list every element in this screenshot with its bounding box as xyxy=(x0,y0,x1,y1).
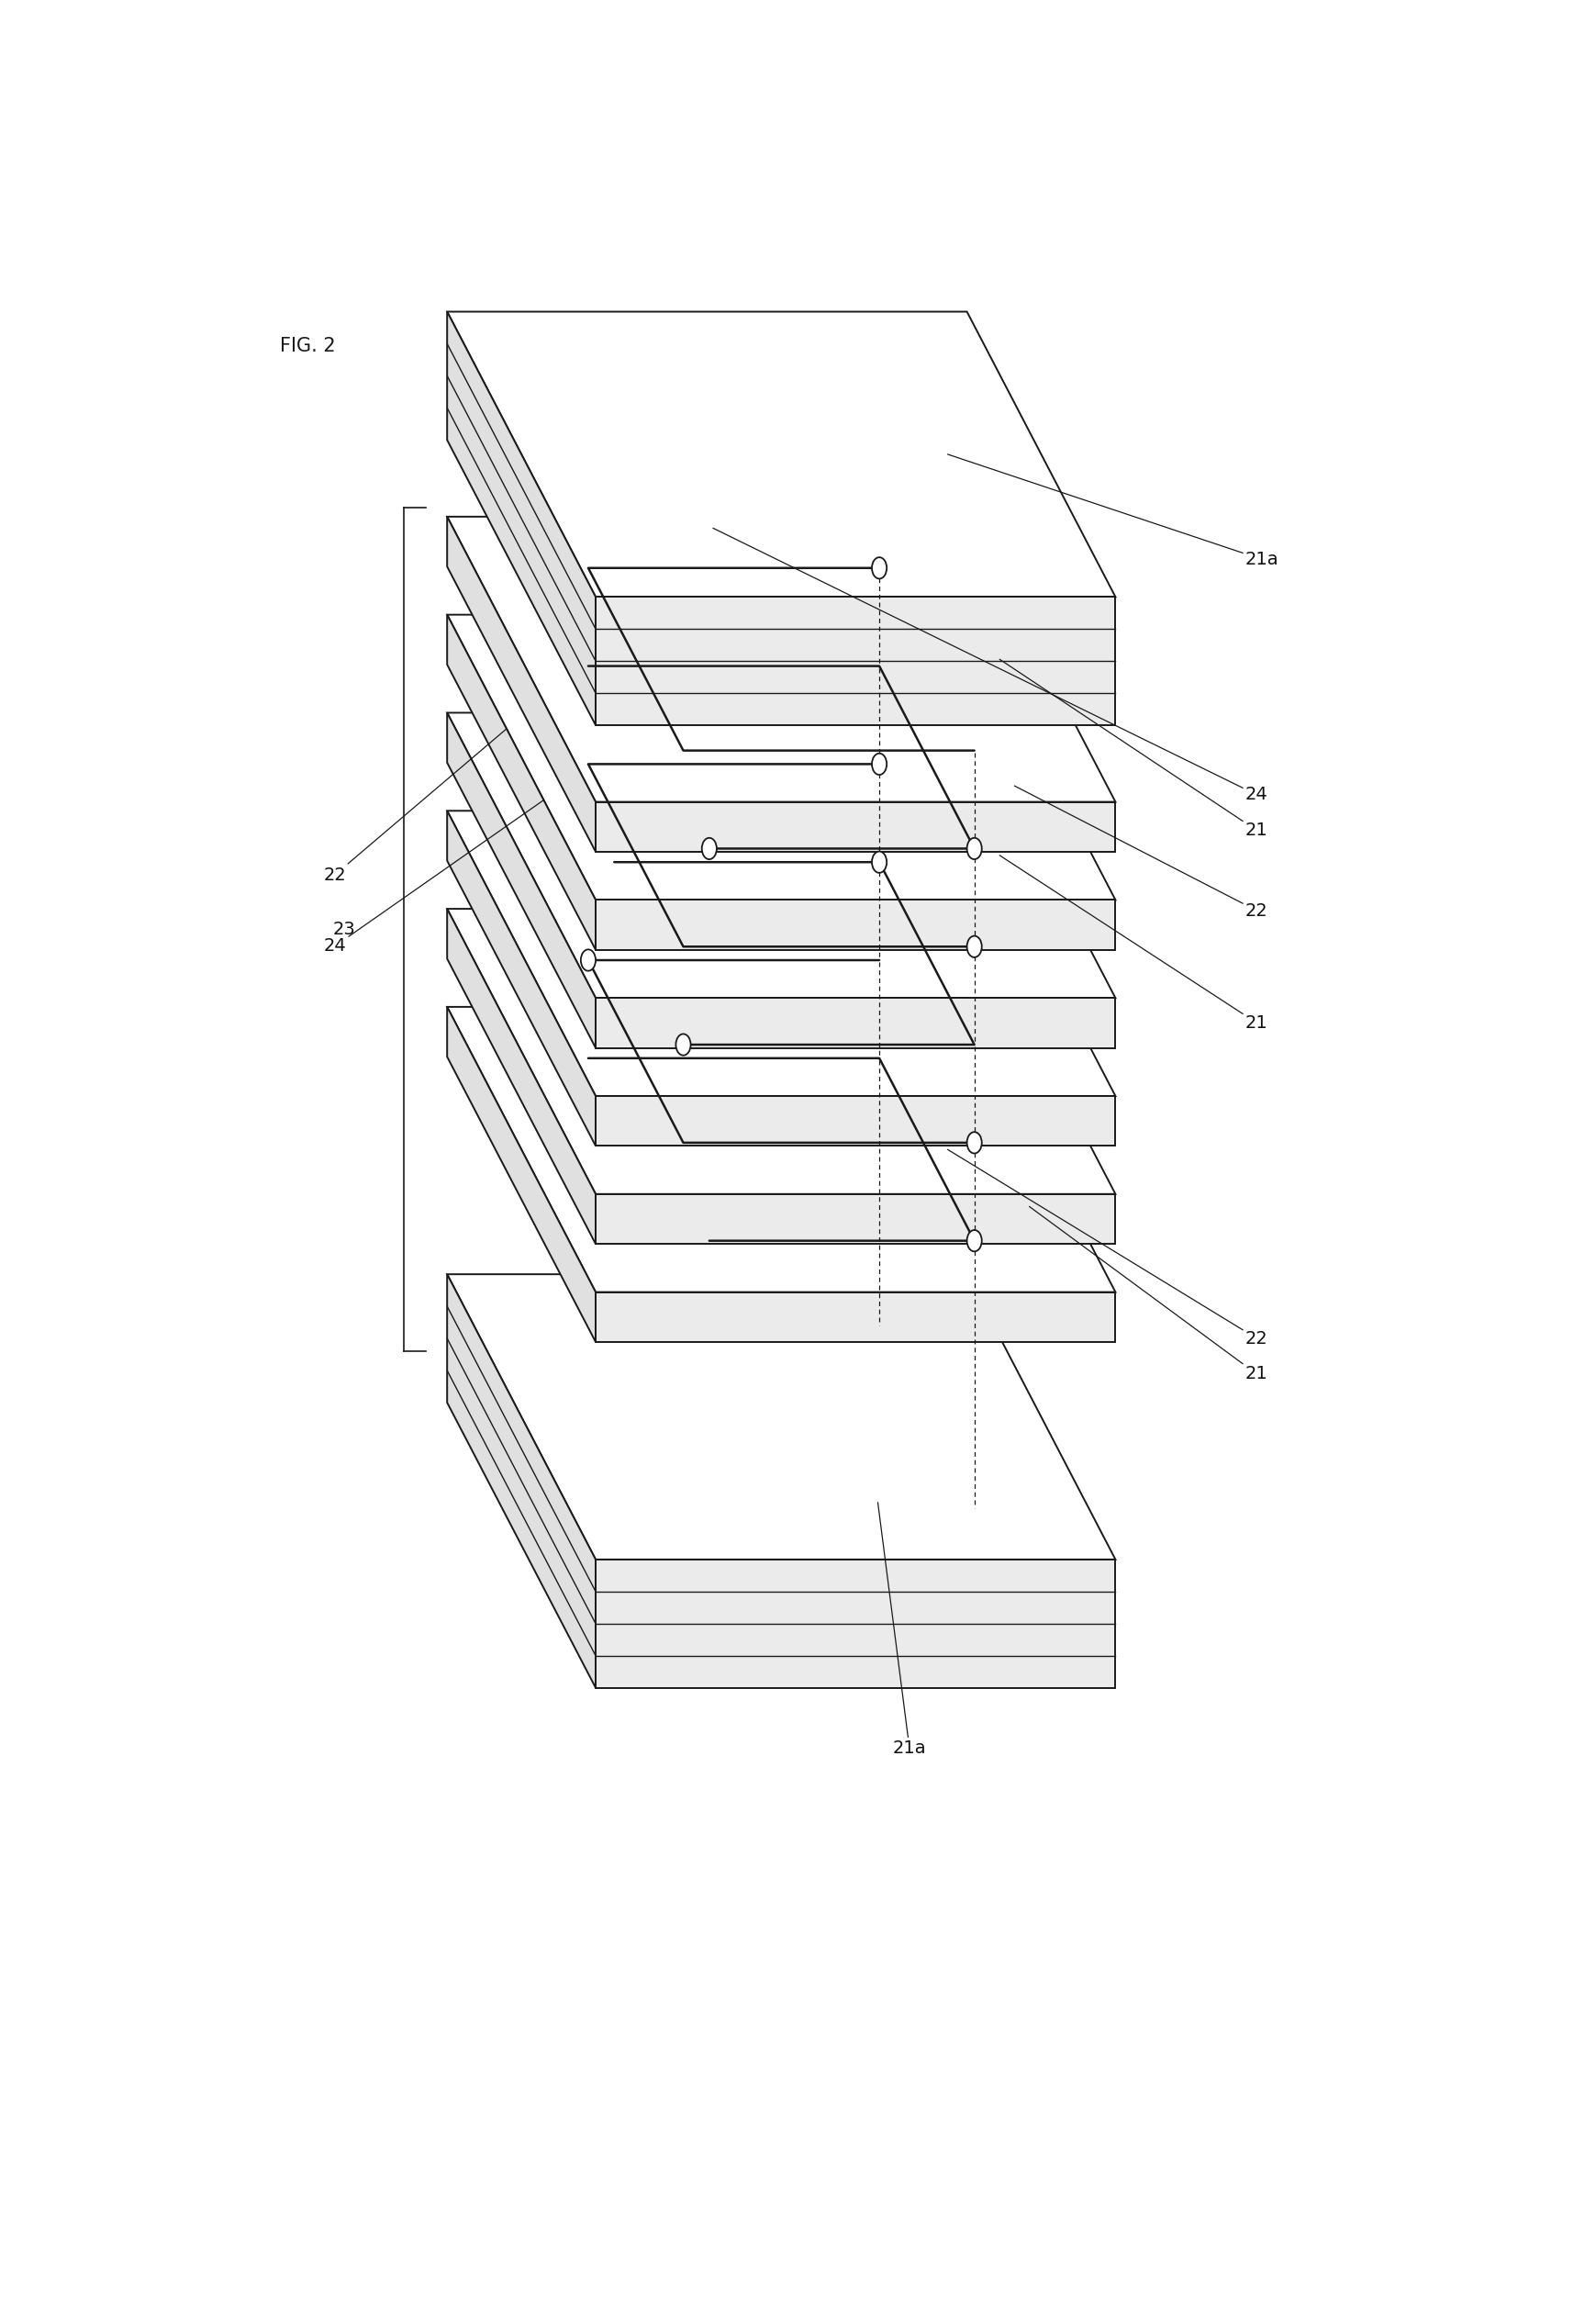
Polygon shape xyxy=(447,1273,595,1688)
Circle shape xyxy=(675,1035,691,1056)
Polygon shape xyxy=(447,616,595,949)
Circle shape xyxy=(581,949,595,970)
Text: 24: 24 xyxy=(322,801,543,956)
Polygon shape xyxy=(447,713,1114,998)
Polygon shape xyxy=(595,801,1114,852)
Polygon shape xyxy=(447,313,595,725)
Polygon shape xyxy=(595,1292,1114,1343)
Polygon shape xyxy=(447,910,1114,1195)
Polygon shape xyxy=(447,1007,1114,1292)
Polygon shape xyxy=(447,713,595,1049)
Polygon shape xyxy=(447,810,1114,1095)
Circle shape xyxy=(871,558,886,579)
Text: 24: 24 xyxy=(712,528,1267,803)
Circle shape xyxy=(701,838,717,859)
Polygon shape xyxy=(595,597,1114,725)
Text: 22: 22 xyxy=(322,729,506,884)
Polygon shape xyxy=(447,910,595,1243)
Polygon shape xyxy=(447,516,1114,801)
Polygon shape xyxy=(595,901,1114,949)
Text: 21a: 21a xyxy=(878,1502,926,1757)
Polygon shape xyxy=(595,1095,1114,1146)
Text: 22: 22 xyxy=(1013,785,1267,919)
Polygon shape xyxy=(595,998,1114,1049)
Text: 21: 21 xyxy=(999,854,1267,1032)
Circle shape xyxy=(871,852,886,873)
Polygon shape xyxy=(447,313,1114,597)
Polygon shape xyxy=(447,810,595,1146)
Text: 21a: 21a xyxy=(946,454,1278,567)
Text: 22: 22 xyxy=(946,1151,1267,1347)
Text: FIG. 2: FIG. 2 xyxy=(279,336,335,354)
Circle shape xyxy=(967,935,982,958)
Circle shape xyxy=(967,1132,982,1153)
Polygon shape xyxy=(447,516,595,852)
Circle shape xyxy=(967,838,982,859)
Circle shape xyxy=(967,1229,982,1252)
Text: 23: 23 xyxy=(334,921,356,938)
Polygon shape xyxy=(595,1560,1114,1688)
Polygon shape xyxy=(595,1195,1114,1243)
Polygon shape xyxy=(447,616,1114,901)
Polygon shape xyxy=(447,1273,1114,1560)
Polygon shape xyxy=(447,1007,595,1343)
Text: 21: 21 xyxy=(999,660,1267,838)
Circle shape xyxy=(871,752,886,776)
Text: 21: 21 xyxy=(1029,1206,1267,1382)
